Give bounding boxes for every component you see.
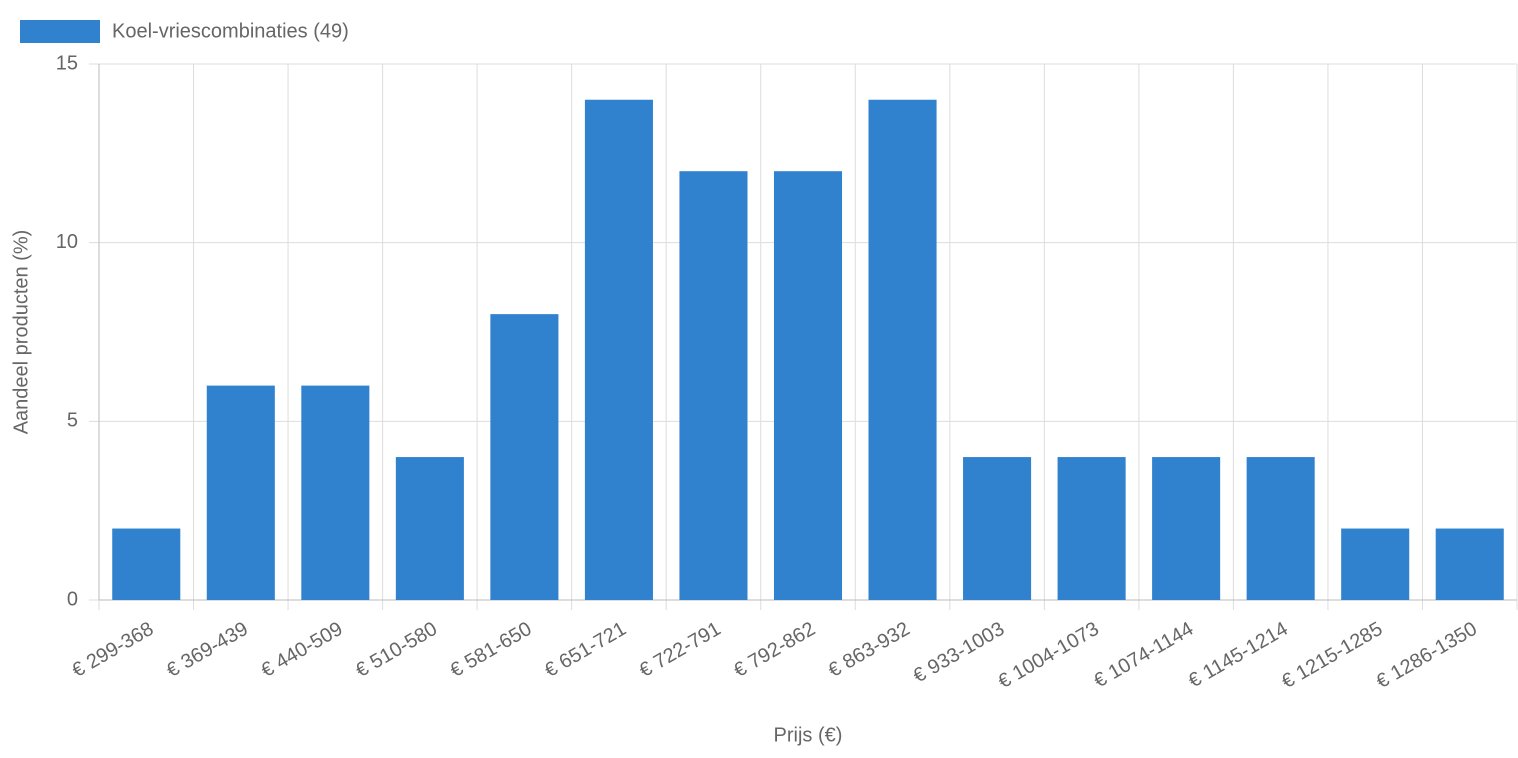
legend-swatch — [20, 20, 100, 43]
bar — [112, 528, 181, 600]
y-tick-label: 0 — [67, 588, 78, 610]
bar — [206, 385, 275, 600]
bar — [1435, 528, 1504, 600]
x-tick-label: € 792-862 — [730, 618, 819, 682]
y-tick-label: 5 — [67, 410, 78, 432]
bar — [773, 171, 843, 600]
bar — [584, 99, 653, 600]
x-tick-label: € 1145-1214 — [1185, 618, 1292, 692]
bar — [1341, 528, 1410, 600]
x-axis-title: Prijs (€) — [774, 724, 843, 746]
x-tick-label: € 581-650 — [447, 618, 536, 682]
y-tick-label: 10 — [56, 231, 78, 253]
bar — [301, 385, 370, 600]
bar — [868, 99, 937, 600]
x-tick-label: € 722-791 — [636, 618, 725, 682]
y-tick-label: 15 — [56, 52, 78, 74]
bar — [679, 171, 748, 600]
bar — [1057, 457, 1126, 600]
legend-label: Koel-vriescombinaties (49) — [112, 20, 349, 42]
x-tick-label: € 1215-1285 — [1278, 618, 1386, 693]
x-tick-label: € 1286-1350 — [1373, 618, 1481, 693]
x-tick-label: € 863-932 — [825, 618, 914, 682]
x-tick-label: € 369-439 — [163, 618, 252, 682]
x-tick-label: € 933-1003 — [910, 618, 1009, 688]
bar — [490, 314, 559, 600]
bar — [1152, 457, 1221, 600]
bar — [963, 457, 1032, 600]
x-tick-label: € 440-509 — [257, 618, 346, 682]
bar — [395, 457, 464, 600]
x-tick-label: € 651-721 — [541, 618, 630, 682]
y-axis-title: Aandeel producten (%) — [10, 230, 32, 435]
x-tick-label: € 1074-1144 — [1090, 618, 1197, 692]
x-tick-label: € 1004-1073 — [994, 618, 1102, 693]
x-tick-label: € 299-368 — [68, 618, 157, 682]
bar — [1246, 457, 1315, 600]
x-tick-label: € 510-580 — [352, 618, 441, 682]
